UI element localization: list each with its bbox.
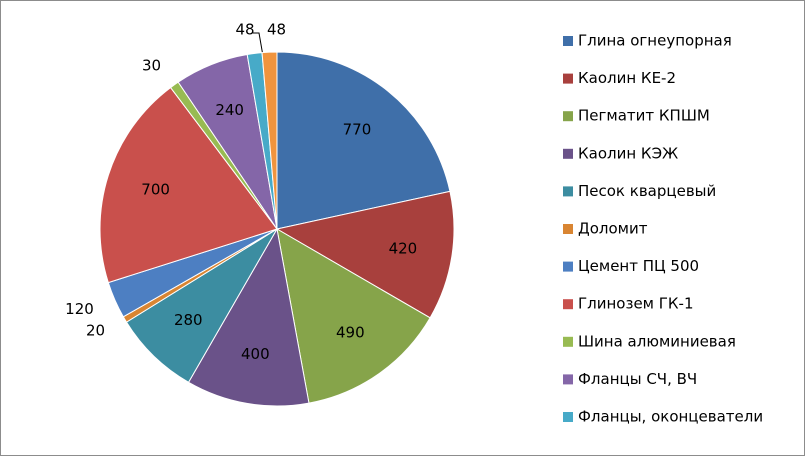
legend-swatch [563,261,573,272]
pie-slice [99,86,278,284]
legend-swatch [563,111,573,122]
legend-label: Пегматит КПШМ [578,107,710,125]
legend-label: Доломит [578,220,648,238]
data-label: 30 [142,57,161,75]
data-label: 48 [235,21,254,39]
data-label: 400 [241,345,270,363]
data-label: 770 [343,120,372,138]
legend-label: Каолин КЭЖ [578,144,678,162]
data-label: 490 [336,324,365,342]
pie-slice [276,51,451,230]
legend-swatch [563,412,573,422]
legend-label: Песок кварцевый [578,182,716,200]
legend-label: Фланцы, оконцеватели [578,408,763,426]
data-label: 48 [267,21,286,39]
legend-label: Глина огнеупорная [578,32,732,50]
legend-label: Фланцы СЧ, ВЧ [578,370,697,388]
data-label: 20 [86,322,105,340]
data-label: 700 [141,181,170,199]
legend-swatch [563,186,573,197]
legend-swatch [563,36,573,46]
legend-swatch [563,336,573,347]
legend-swatch [563,148,573,159]
data-label: 240 [215,101,244,119]
pie-slice [275,190,455,319]
legend-swatch [563,224,573,234]
data-label: 280 [174,311,203,329]
legend-swatch [563,299,573,310]
legend-swatch [563,73,573,84]
pie-slice [276,228,431,404]
legend-label: Цемент ПЦ 500 [578,257,699,275]
pie-slice [187,227,310,407]
pie-slice [261,51,278,230]
legend-label: Каолин КЕ-2 [578,69,676,87]
legend-swatch [563,374,573,385]
legend-label: Глинозем ГК-1 [578,295,694,313]
legend-label: Шина алюминиевая [578,332,736,350]
leader-line [253,32,264,57]
data-label: 420 [389,239,418,257]
data-label: 120 [65,300,94,318]
